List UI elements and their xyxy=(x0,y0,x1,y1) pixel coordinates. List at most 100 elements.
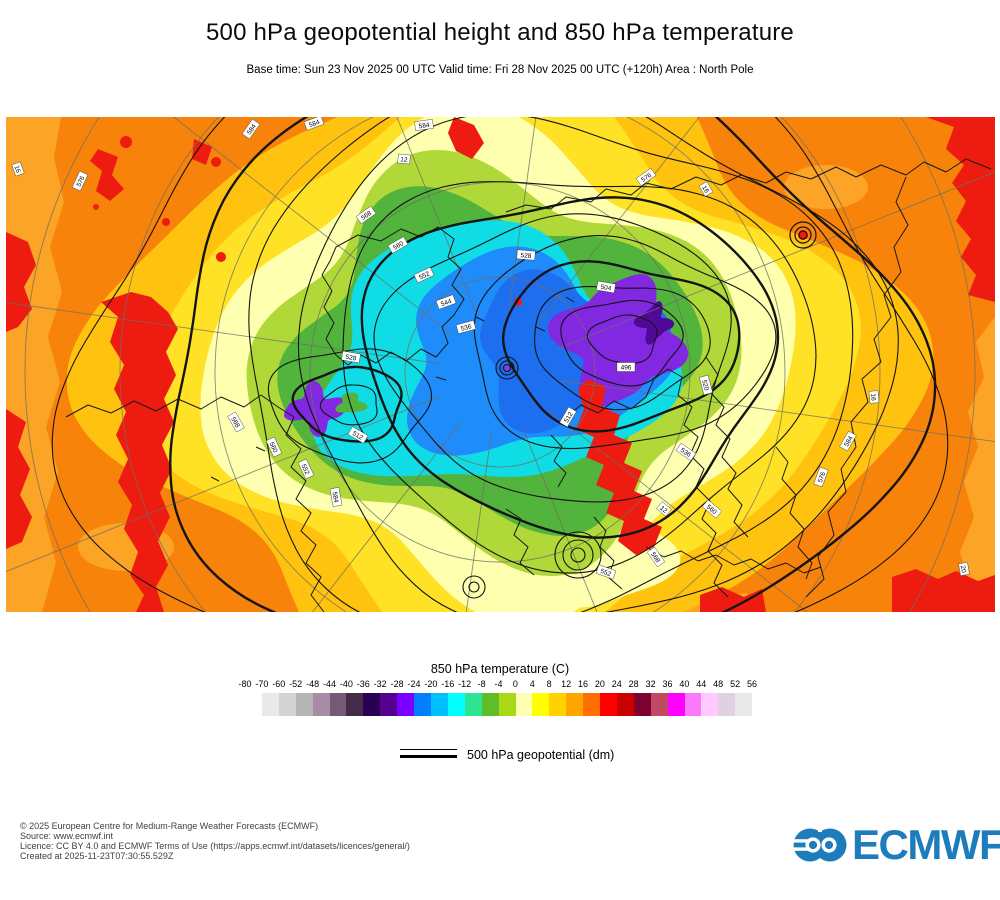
temp-color-cell xyxy=(735,693,753,716)
svg-text:520: 520 xyxy=(700,379,710,392)
svg-text:568: 568 xyxy=(229,416,241,429)
footer-copyright-line: © 2025 European Centre for Medium-Range … xyxy=(20,821,319,831)
temp-tick-label: -44 xyxy=(322,679,337,689)
footer-licence-line: Licence: CC BY 4.0 and ECMWF Terms of Us… xyxy=(20,841,410,851)
svg-text:576: 576 xyxy=(817,471,827,484)
contour-label-chip: 536 xyxy=(455,320,477,334)
svg-text:544: 544 xyxy=(440,298,453,308)
svg-text:512: 512 xyxy=(351,430,364,442)
ecmwf-logo: ECMWF xyxy=(792,820,1000,870)
temp-tick-label: -80 xyxy=(238,679,252,689)
temp-color-cell xyxy=(464,693,482,716)
contour-label-chip: 584 xyxy=(839,430,857,452)
temp-color-cell xyxy=(245,693,262,716)
contour-label-chip: 584 xyxy=(414,119,434,131)
svg-text:584: 584 xyxy=(418,122,430,130)
svg-text:552: 552 xyxy=(300,463,311,476)
ecmwf-logo-text: ECMWF xyxy=(852,821,1000,868)
svg-text:512: 512 xyxy=(563,411,575,424)
contour-label-chip: 16 xyxy=(698,181,714,197)
temp-tick-label: -48 xyxy=(306,679,320,689)
svg-text:560: 560 xyxy=(392,240,405,252)
svg-text:16: 16 xyxy=(869,393,877,401)
footer-created-line: Created at 2025-11-23T07:30:55.529Z xyxy=(20,851,174,861)
hot-red-patches xyxy=(6,117,995,612)
geopotential-legend-label: 500 hPa geopotential (dm) xyxy=(467,748,615,762)
temp-color-cell xyxy=(414,693,431,716)
temp-tick-label: -8 xyxy=(477,679,486,689)
svg-text:16: 16 xyxy=(700,185,710,195)
temp-color-cell xyxy=(549,693,567,716)
svg-text:496: 496 xyxy=(621,365,632,372)
temp-tick-label: -36 xyxy=(356,679,370,689)
temp-tick-label: 52 xyxy=(730,679,741,689)
svg-text:552: 552 xyxy=(418,270,431,281)
temp-tick-label: 48 xyxy=(713,679,724,689)
temp-tick-label: -24 xyxy=(407,679,421,689)
temp-color-cell xyxy=(397,693,415,716)
temperature-colorbar xyxy=(245,693,753,716)
contour-label-chip: 584 xyxy=(303,115,325,131)
contour-labels: 584 584 5845845845765765765685685685605605… xyxy=(11,115,970,580)
contour-label-chip: 528 xyxy=(516,249,536,261)
temp-color-cell xyxy=(363,693,381,716)
contour-label-chip: 560 xyxy=(265,436,283,458)
temp-color-cell xyxy=(650,693,668,716)
contour-label-chip: 520 xyxy=(699,374,713,396)
temp-color-cell xyxy=(718,693,736,716)
temp-color-cell xyxy=(380,693,398,716)
temp-tick-label: 44 xyxy=(696,679,707,689)
temp-tick-label: 20 xyxy=(594,679,605,689)
temp-color-cell xyxy=(295,693,313,716)
contour-label-chip: 16 xyxy=(868,390,880,404)
copyright-footer: © 2025 European Centre for Medium-Range … xyxy=(20,821,410,861)
temperature-legend-title: 850 hPa temperature (C) xyxy=(430,662,570,676)
svg-text:576: 576 xyxy=(76,175,87,188)
temp-color-cell xyxy=(633,693,651,716)
svg-text:528: 528 xyxy=(345,354,357,363)
contour-label-chip: 560 xyxy=(387,236,409,254)
temp-color-cell xyxy=(312,693,330,716)
temp-tick-label: 12 xyxy=(561,679,572,689)
contour-label-chip: 20 xyxy=(958,562,970,576)
temp-tick-label: 24 xyxy=(611,679,622,689)
temp-color-cell xyxy=(566,693,584,716)
temp-tick-label: 4 xyxy=(529,679,535,689)
temp-tick-label: 28 xyxy=(628,679,639,689)
temp-color-cell xyxy=(616,693,634,716)
contour-label-chip: 512 xyxy=(559,406,577,428)
footer-source-line: Source: www.ecmwf.int xyxy=(20,831,114,841)
temp-color-cell xyxy=(532,693,550,716)
svg-text:12: 12 xyxy=(658,505,668,515)
temp-tick-label: 32 xyxy=(645,679,656,689)
contour-label-chip: 16 xyxy=(11,161,25,177)
chart-subtitle: Base time: Sun 23 Nov 2025 00 UTC Valid … xyxy=(246,64,754,76)
temp-color-cell xyxy=(430,693,448,716)
svg-text:20: 20 xyxy=(959,565,967,574)
temp-color-cell xyxy=(684,693,702,716)
temp-color-cell xyxy=(667,693,685,716)
temp-color-cell xyxy=(498,693,516,716)
temp-tick-label: -32 xyxy=(373,679,387,689)
temp-tick-label: 16 xyxy=(577,679,589,689)
temp-tick-label: -52 xyxy=(289,679,303,689)
contour-label-chip: 528 xyxy=(341,350,361,364)
temp-color-cell xyxy=(261,693,279,716)
temp-tick-label: -40 xyxy=(339,679,353,689)
contour-label-chip: 576 xyxy=(71,170,89,192)
svg-text:560: 560 xyxy=(268,441,279,454)
temp-tick-label: -70 xyxy=(255,679,269,689)
temp-tick-label: -20 xyxy=(424,679,438,689)
temp-color-cell xyxy=(447,693,465,716)
contour-label-chip: 504 xyxy=(596,280,616,294)
contour-label-chip: 568 xyxy=(227,411,245,433)
temp-tick-label: -4 xyxy=(494,679,503,689)
thin-contour-sample xyxy=(400,749,457,750)
temp-color-cell xyxy=(515,693,533,716)
svg-text:12: 12 xyxy=(400,156,408,164)
temperature-legend-ticks: -80 -70 -60 -52 -48 -44 -40 -36 -32 -28 -24 -20 -16-… xyxy=(0,679,1000,691)
contour-label-chip: 12 xyxy=(397,153,411,165)
temp-color-cell xyxy=(278,693,296,716)
